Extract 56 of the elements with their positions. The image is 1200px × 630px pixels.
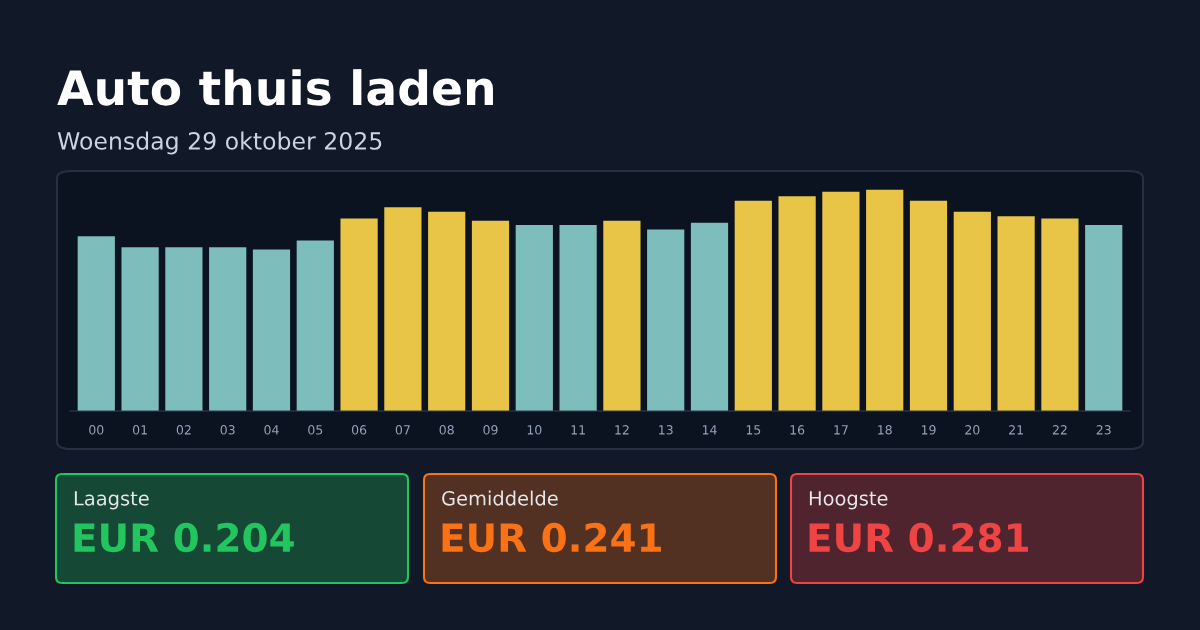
bar	[647, 229, 685, 411]
x-tick-label: 17	[834, 425, 848, 435]
bar	[384, 207, 422, 411]
text: EUR 0.281	[809, 522, 1028, 553]
x-tick-label: 18	[878, 425, 892, 435]
chart-title: Auto thuis laden	[57, 69, 493, 106]
bar	[778, 196, 816, 411]
bar	[428, 211, 466, 411]
bar	[909, 200, 948, 411]
bar	[734, 200, 772, 411]
x-tick-label: 08	[439, 425, 454, 435]
bar	[866, 189, 904, 411]
bar	[603, 220, 641, 411]
x-tick-label: 19	[921, 425, 936, 435]
x-tick-label: 10	[527, 425, 542, 435]
x-tick-label: 21	[1009, 425, 1023, 435]
category-label: Laagste	[74, 491, 149, 510]
x-tick-label: 07	[395, 425, 410, 435]
x-tick-label: 03	[220, 425, 235, 435]
x-tick-label: 00	[89, 425, 104, 435]
text: EUR 0.204	[74, 522, 294, 553]
x-tick-label: 23	[1096, 425, 1111, 435]
bar	[471, 220, 510, 411]
x-tick-label: 09	[483, 425, 498, 435]
x-tick-label: 12	[615, 425, 629, 435]
x-tick-label: 13	[659, 425, 673, 435]
x-tick-label: 14	[702, 425, 717, 435]
bar	[77, 236, 115, 411]
bar	[559, 225, 597, 411]
x-tick-label: 06	[351, 425, 367, 435]
bar	[822, 191, 860, 411]
bar	[690, 222, 729, 411]
x-tick-label: 04	[264, 425, 279, 435]
x-tick-label: 01	[132, 425, 147, 435]
category-label: Hoogste	[809, 491, 888, 510]
x-tick-label: 20	[965, 425, 980, 435]
bar	[165, 247, 203, 411]
bar	[252, 249, 291, 411]
bar	[296, 240, 334, 411]
bar	[209, 247, 247, 411]
x-tick-label: 16	[790, 425, 805, 435]
bar	[1041, 218, 1079, 411]
text: EUR 0.241	[442, 522, 661, 553]
category-label: Gemiddelde	[442, 490, 558, 506]
x-tick-label: 02	[176, 425, 191, 435]
x-tick-label: 11	[571, 425, 585, 435]
bar	[121, 247, 159, 411]
bar	[1085, 225, 1123, 411]
bar	[340, 218, 378, 411]
x-tick-label: 05	[308, 425, 323, 435]
x-tick-label: 22	[1052, 425, 1067, 435]
x-tick-label: 15	[746, 425, 761, 435]
bar	[997, 216, 1035, 411]
bar	[515, 225, 553, 411]
chart-subtitle: Woensdag 29 oktober 2025	[57, 131, 382, 155]
bar	[953, 211, 991, 411]
